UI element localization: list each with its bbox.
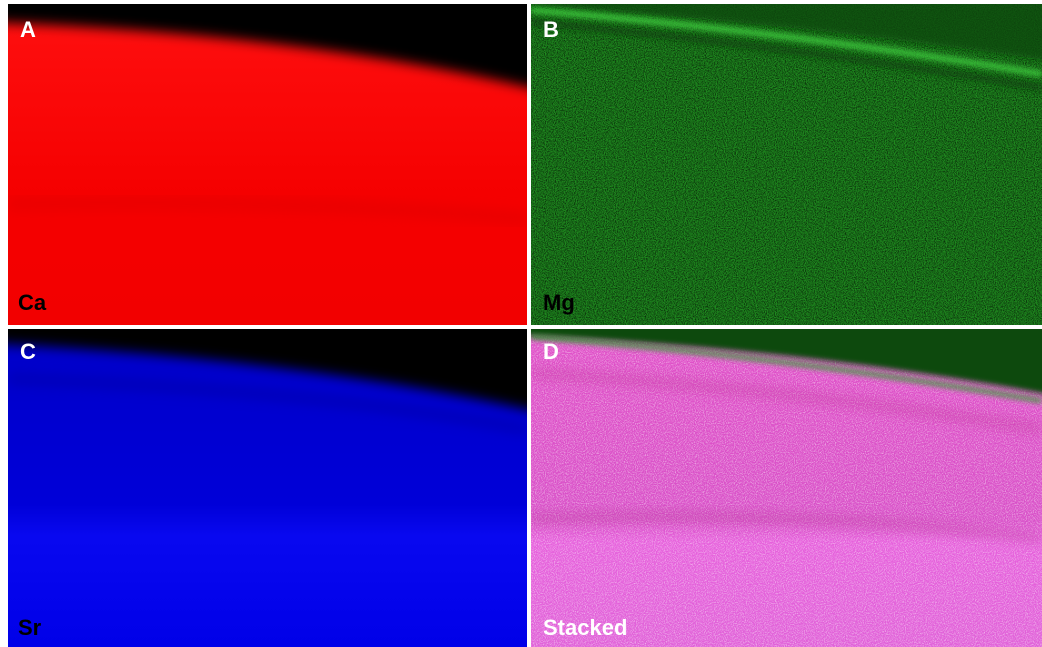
panel-letter: D (543, 339, 559, 364)
panel-label: Mg (543, 290, 575, 315)
panel-b: B Mg (511, 0, 1042, 325)
panel-label: Ca (18, 290, 47, 315)
panel-letter: A (20, 17, 36, 42)
panel-c: C Sr (0, 309, 548, 647)
panel-d: D Stacked (511, 309, 1042, 647)
panel-label: Stacked (543, 615, 627, 640)
panel-label: Sr (18, 615, 42, 640)
panel-a: A Ca (0, 0, 548, 325)
panel-letter: B (543, 17, 559, 42)
figure: A Ca B Mg C Sr D Stacked (0, 0, 1042, 647)
panel-letter: C (20, 339, 36, 364)
